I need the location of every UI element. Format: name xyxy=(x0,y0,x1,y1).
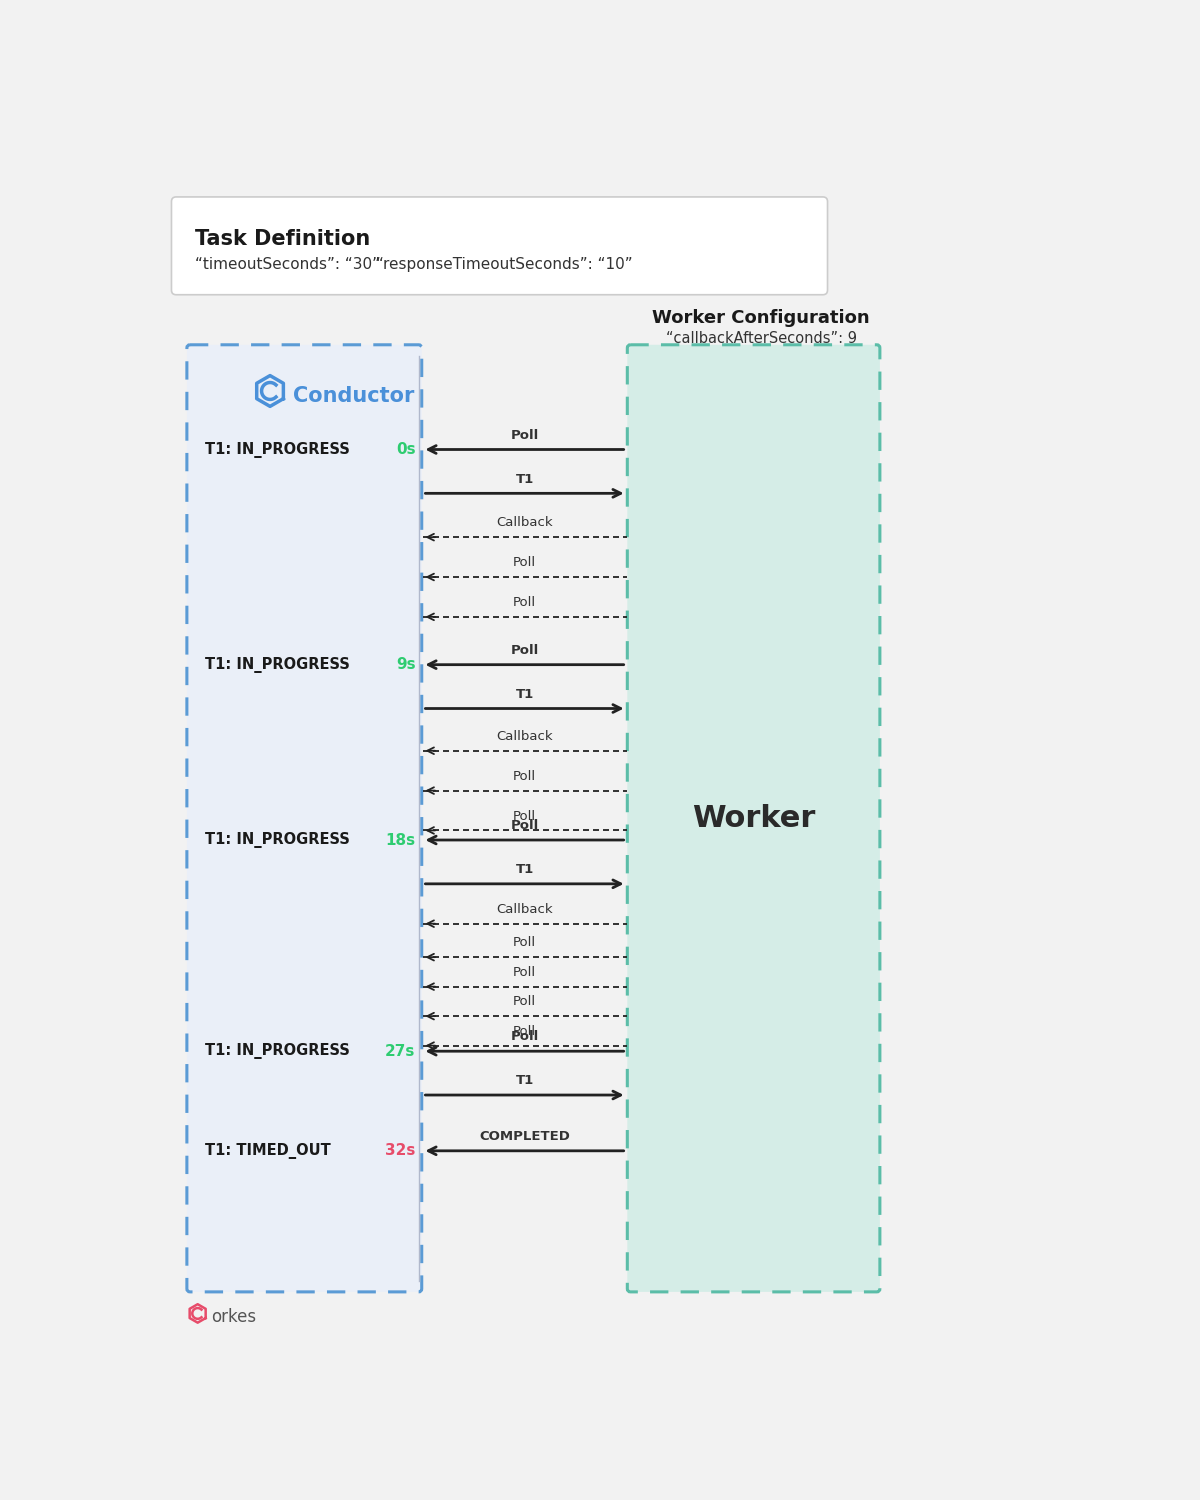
Text: T1: T1 xyxy=(516,862,534,876)
Text: Poll: Poll xyxy=(510,644,539,657)
Text: Poll: Poll xyxy=(512,596,536,609)
Text: COMPLETED: COMPLETED xyxy=(479,1130,570,1143)
Text: Poll: Poll xyxy=(512,996,536,1008)
Text: Poll: Poll xyxy=(512,770,536,783)
Text: 9s: 9s xyxy=(396,657,415,672)
Text: Poll: Poll xyxy=(510,819,539,833)
Text: T1: IN_PROGRESS: T1: IN_PROGRESS xyxy=(205,1042,350,1059)
Text: T1: T1 xyxy=(516,472,534,486)
Text: Poll: Poll xyxy=(512,810,536,822)
Text: 18s: 18s xyxy=(385,833,415,848)
Text: T1: IN_PROGRESS: T1: IN_PROGRESS xyxy=(205,833,350,848)
Text: T1: IN_PROGRESS: T1: IN_PROGRESS xyxy=(205,657,350,672)
Text: 27s: 27s xyxy=(385,1044,415,1059)
Text: 0s: 0s xyxy=(396,442,415,458)
Text: Poll: Poll xyxy=(512,966,536,980)
Text: T1: TIMED_OUT: T1: TIMED_OUT xyxy=(205,1143,331,1160)
Text: “responseTimeoutSeconds”: “10”: “responseTimeoutSeconds”: “10” xyxy=(377,256,632,272)
FancyBboxPatch shape xyxy=(628,345,880,1292)
Text: Poll: Poll xyxy=(512,556,536,570)
Text: 32s: 32s xyxy=(385,1143,415,1158)
FancyBboxPatch shape xyxy=(172,196,828,294)
Text: “timeoutSeconds”: “30”: “timeoutSeconds”: “30” xyxy=(194,256,379,272)
Text: Callback: Callback xyxy=(497,903,553,916)
Text: Worker Configuration: Worker Configuration xyxy=(653,309,870,327)
Text: Task Definition: Task Definition xyxy=(194,230,370,249)
Text: Worker: Worker xyxy=(692,804,815,832)
Text: T1: T1 xyxy=(516,688,534,700)
Text: Conductor: Conductor xyxy=(293,387,414,406)
Text: Poll: Poll xyxy=(510,1030,539,1044)
Text: “callbackAfterSeconds”: 9: “callbackAfterSeconds”: 9 xyxy=(666,332,857,346)
Text: Poll: Poll xyxy=(510,429,539,442)
Text: orkes: orkes xyxy=(211,1308,257,1326)
Text: T1: IN_PROGRESS: T1: IN_PROGRESS xyxy=(205,441,350,458)
Text: Callback: Callback xyxy=(497,730,553,742)
Text: T1: T1 xyxy=(516,1074,534,1088)
Text: Poll: Poll xyxy=(512,936,536,950)
Text: Callback: Callback xyxy=(497,516,553,530)
Text: Poll: Poll xyxy=(512,1024,536,1038)
FancyBboxPatch shape xyxy=(187,345,421,1292)
